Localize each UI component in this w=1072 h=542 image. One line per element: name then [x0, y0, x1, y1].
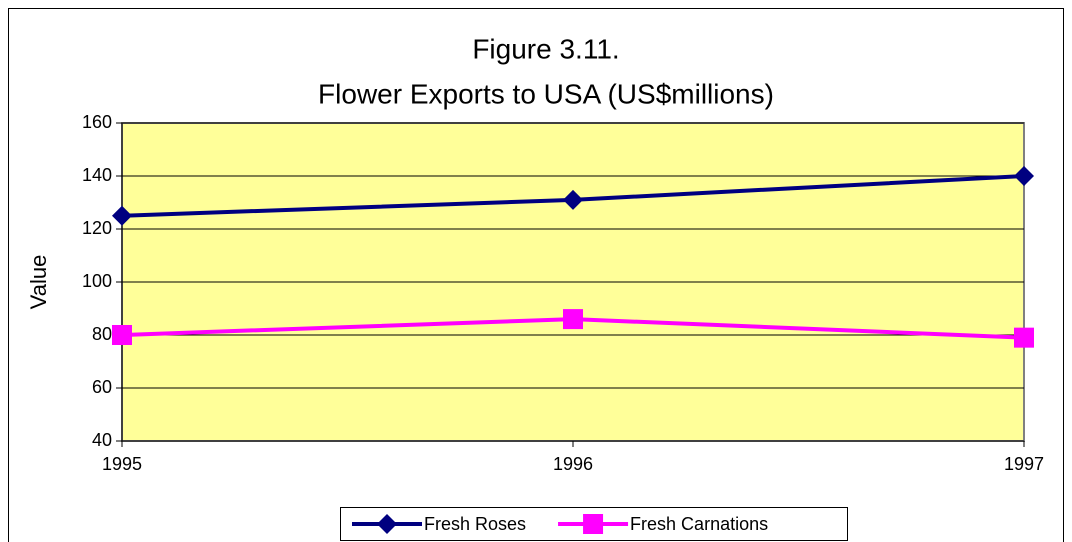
y-tick-label: 120: [82, 218, 112, 238]
legend-label: Fresh Carnations: [630, 514, 768, 534]
marker: [112, 205, 132, 226]
x-tick-label: 1995: [102, 454, 142, 474]
y-tick-label: 40: [92, 430, 112, 450]
y-axis-label: Value: [26, 255, 51, 310]
chart-title: Figure 3.11.: [472, 33, 619, 64]
y-tick-label: 100: [82, 271, 112, 291]
marker: [583, 514, 604, 534]
marker: [563, 309, 583, 330]
marker: [1014, 327, 1034, 348]
legend-label: Fresh Roses: [424, 514, 526, 534]
marker: [563, 189, 583, 210]
y-tick-label: 160: [82, 112, 112, 132]
x-tick-label: 1997: [1004, 454, 1044, 474]
y-tick-label: 80: [92, 324, 112, 344]
y-tick-label: 60: [92, 377, 112, 397]
x-tick-label: 1996: [553, 454, 593, 474]
marker: [377, 514, 397, 534]
marker: [1014, 166, 1034, 186]
chart-title: Flower Exports to USA (US$millions): [318, 78, 774, 109]
marker: [112, 325, 132, 345]
legend: Fresh Roses Fresh Carnations: [340, 507, 848, 541]
y-tick-label: 140: [82, 165, 112, 185]
